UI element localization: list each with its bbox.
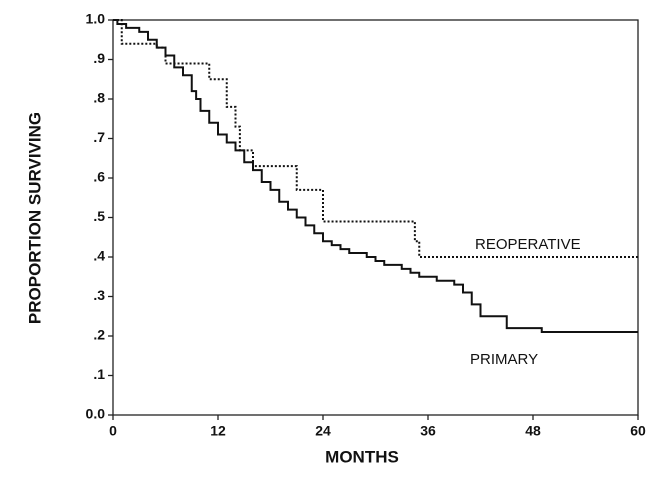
y-tick-label: .7 — [93, 129, 105, 145]
y-tick-label: .2 — [93, 327, 105, 343]
y-tick-label: .4 — [93, 248, 105, 264]
y-tick-label: .5 — [93, 208, 105, 224]
y-tick-label: 0.0 — [86, 406, 106, 422]
survival-curve — [113, 19, 638, 258]
x-tick-label: 60 — [630, 423, 646, 439]
x-axis-title: MONTHS — [325, 447, 399, 466]
y-tick-label: .8 — [93, 90, 105, 106]
y-tick-label: .1 — [93, 366, 105, 382]
y-tick-label: .9 — [93, 50, 105, 66]
x-tick-label: 12 — [210, 423, 226, 439]
y-tick-label: .3 — [93, 287, 105, 303]
x-tick-label: 0 — [109, 423, 117, 439]
y-tick-label: .6 — [93, 169, 105, 185]
series-annotation: PRIMARY — [470, 351, 538, 368]
x-tick-label: 24 — [315, 423, 331, 439]
x-tick-label: 48 — [525, 423, 541, 439]
y-tick-label: 1.0 — [86, 11, 106, 27]
series-annotation: REOPERATIVE — [475, 236, 581, 253]
y-axis-title: PROPORTION SURVIVING — [25, 112, 44, 324]
x-tick-label: 36 — [420, 423, 436, 439]
survival-curve — [113, 19, 638, 334]
